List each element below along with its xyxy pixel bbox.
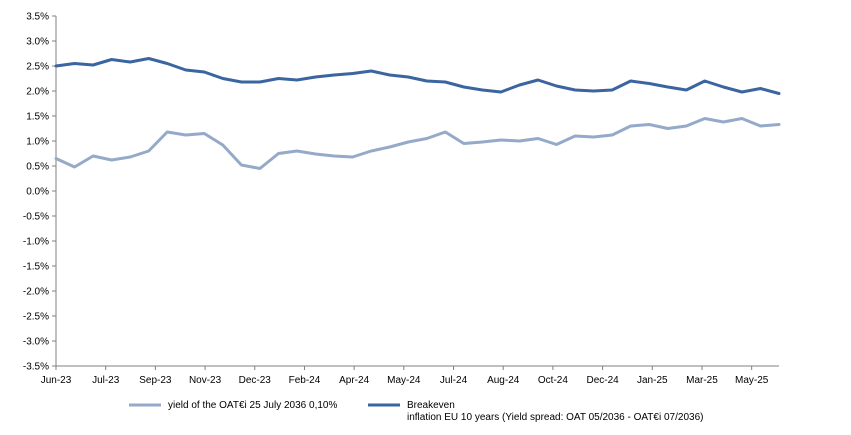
y-tick-label: -3.5% xyxy=(23,362,49,373)
x-tick-label: Jan-25 xyxy=(637,375,668,386)
x-tick-label: Jun-23 xyxy=(41,375,72,386)
x-tick-label: May-24 xyxy=(387,375,421,386)
legend: yield of the OAT€i 25 July 2036 0,10% Br… xyxy=(129,400,703,423)
x-tick-label: Dec-24 xyxy=(586,375,619,386)
y-tick-label: 0.0% xyxy=(26,187,49,198)
y-tick-label: 0.5% xyxy=(26,162,49,173)
legend-label-breakeven-line1: Breakeven xyxy=(407,400,455,411)
x-tick-label: May-25 xyxy=(735,375,769,386)
y-tick-label: -2.0% xyxy=(23,287,49,298)
series-line-breakeven xyxy=(54,57,781,95)
legend-label-breakeven-line2: inflation EU 10 years (Yield spread: OAT… xyxy=(407,412,703,423)
y-tick-label: -0.5% xyxy=(23,212,49,223)
x-tick-label: Apr-24 xyxy=(339,375,369,386)
y-tick-label: 2.5% xyxy=(26,62,49,73)
x-tick-label: Jul-23 xyxy=(92,375,120,386)
y-tick-label: 3.5% xyxy=(26,12,49,23)
y-tick-label: 1.5% xyxy=(26,112,49,123)
x-tick-label: Aug-24 xyxy=(487,375,520,386)
x-axis: Jun-23 Jul-23 Sep-23 Nov-23 Dec-23 Feb-24 Apr-… xyxy=(41,365,779,386)
y-tick-label: 1.0% xyxy=(26,137,49,148)
y-axis: 3.5% 3.0% 2.5% 2.0% 1.5% 1.0% 0.5% 0.0% -0.5% -1.… xyxy=(23,12,57,373)
y-tick-label: -1.5% xyxy=(23,262,49,273)
y-tick-label: 3.0% xyxy=(26,37,49,48)
y-tick-label: -2.5% xyxy=(23,312,49,323)
y-tick-label: -3.0% xyxy=(23,337,49,348)
y-tick-label: 2.0% xyxy=(26,87,49,98)
legend-label-yield: yield of the OAT€i 25 July 2036 0,10% xyxy=(168,400,337,411)
y-tick-label: -1.0% xyxy=(23,237,49,248)
x-tick-label: Feb-24 xyxy=(289,375,321,386)
x-tick-label: Jul-24 xyxy=(440,375,468,386)
x-tick-label: Mar-25 xyxy=(686,375,718,386)
x-tick-label: Oct-24 xyxy=(538,375,568,386)
x-tick-label: Nov-23 xyxy=(189,375,222,386)
x-tick-label: Dec-23 xyxy=(239,375,272,386)
x-tick-label: Sep-23 xyxy=(139,375,172,386)
series-layer xyxy=(54,57,781,170)
series-line-yield xyxy=(54,117,781,170)
